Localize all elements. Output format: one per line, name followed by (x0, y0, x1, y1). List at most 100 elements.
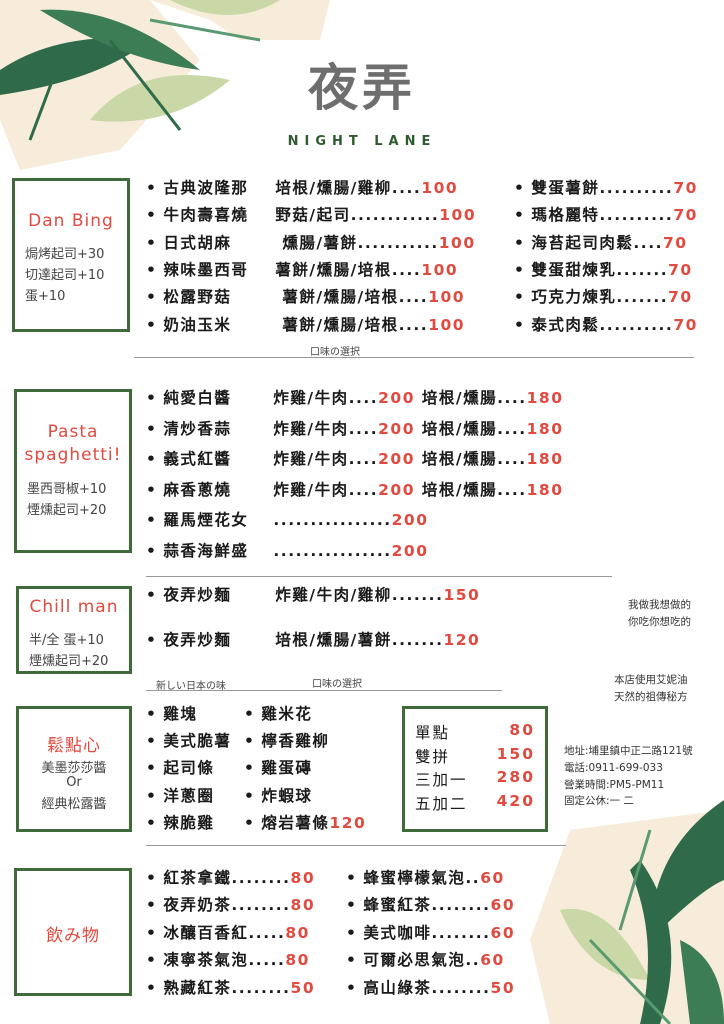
item-name: 巧克力煉乳....... (531, 288, 669, 307)
bullet-icon: • (146, 480, 158, 499)
combo-price: 420 (496, 791, 535, 810)
item-name: 洋蔥圈 (163, 786, 215, 805)
combo-price: 150 (496, 744, 535, 763)
menu-item: • 麻香蔥燒 炸雞/牛肉....200 培根/燻腸....180 (146, 478, 563, 500)
item-options: 培根/燻腸.... (421, 450, 527, 469)
section-divider (146, 576, 612, 577)
address: 地址:埔里鎮中正二路121號 (564, 745, 693, 757)
item-dots: ................ (273, 541, 392, 560)
snack-item: • 辣脆雞 (146, 811, 214, 833)
item-price: 200 (378, 389, 415, 407)
phone: 電話:0911-699-033 (564, 761, 663, 774)
item-name: 雞米花 (261, 705, 313, 723)
item-options: 薯餅/燻腸/培根.... (275, 288, 429, 307)
item-options: 炸雞/牛肉.... (273, 389, 379, 407)
item-price: 180 (526, 480, 564, 499)
dan-bing-addon: 蛋+10 (25, 289, 66, 304)
snack-item: • 雞塊 (146, 702, 197, 724)
oil-note: 本店使用艾妮油 天然的祖傳秘方 (614, 672, 688, 706)
item-name: 可爾必思氣泡.. (363, 951, 481, 970)
item-price: 120 (329, 813, 367, 832)
oil-note-line: 本店使用艾妮油 (614, 674, 688, 686)
item-name: 辣味墨西哥 (163, 260, 249, 279)
item-price: 70 (668, 288, 693, 307)
item-price: 200 (378, 450, 415, 469)
item-price: 100 (428, 315, 466, 334)
item-name: 麻香蔥燒 (163, 480, 232, 499)
item-price: 70 (673, 315, 698, 334)
combo-label: 五加二 (415, 794, 468, 813)
snack-item: • 洋蔥圈 (146, 784, 214, 806)
item-name: 日式胡麻 (163, 233, 232, 252)
bullet-icon: • (346, 869, 358, 887)
bullet-icon: • (346, 923, 358, 942)
slogan-line: 我做我想做的 (628, 599, 691, 611)
bullet-icon: • (244, 813, 256, 832)
bullet-icon: • (146, 732, 158, 751)
menu-item: • 奶油玉米 薯餅/燻腸/培根....100 (146, 313, 465, 335)
item-price: 60 (490, 923, 516, 942)
snack-sauce: 美墨莎莎醬 (41, 761, 107, 776)
item-name: 熟藏紅茶........ (163, 978, 291, 997)
menu-item: • 巧克力煉乳.......70 (514, 285, 693, 307)
snack-item: • 起司條 (146, 756, 214, 778)
bullet-icon: • (146, 896, 158, 915)
drink-item: • 可爾必思氣泡..60 (346, 948, 505, 970)
pasta-box: Pasta spaghetti! 墨西哥椒+10 煙燻起司+20 (14, 389, 132, 553)
bullet-icon: • (514, 288, 526, 307)
item-options: 炸雞/牛肉.... (273, 419, 379, 438)
bullet-icon: • (146, 978, 158, 997)
item-options: 薯餅/燻腸/培根.... (275, 315, 429, 334)
item-name: 奶油玉米 (163, 315, 232, 334)
leaf-decoration-bottom (530, 800, 724, 1024)
combo-price-box: 單點 80 雙拼 150 三加一 280 五加二 420 (402, 706, 548, 832)
bullet-icon: • (146, 315, 158, 334)
item-name: 蜂蜜紅茶........ (363, 896, 491, 915)
menu-item: • 清炒香蒜 炸雞/牛肉....200 培根/燻腸....180 (146, 417, 563, 439)
snack-item: • 熔岩薯條120 (244, 811, 366, 833)
item-price: 60 (480, 869, 505, 887)
bullet-icon: • (146, 179, 158, 197)
chill-title: Chill man (29, 597, 119, 617)
item-name: 松露野菇 (163, 288, 232, 307)
menu-item: • 海苔起司肉鬆....70 (514, 231, 688, 253)
item-name: 辣脆雞 (163, 813, 215, 832)
item-options: 燻腸/薯餅........... (275, 233, 439, 252)
item-price: 80 (285, 951, 310, 970)
item-options: 培根/燻腸.... (421, 480, 527, 499)
combo-label: 單點 (415, 724, 451, 742)
item-name: 雞塊 (163, 705, 198, 723)
item-name: 雙蛋甜煉乳....... (531, 260, 669, 279)
snack-item: • 炸蝦球 (244, 784, 312, 806)
item-price: 200 (378, 480, 415, 499)
item-price: 100 (439, 206, 477, 225)
menu-item: • 松露野菇 薯餅/燻腸/培根....100 (146, 285, 465, 307)
item-price: 50 (290, 978, 316, 997)
menu-item: • 義式紅醬 炸雞/牛肉....200 培根/燻腸....180 (146, 447, 563, 469)
item-price: 70 (673, 206, 698, 225)
item-price: 70 (668, 260, 693, 279)
item-options: 薯餅/燻腸/培根.... (275, 260, 422, 279)
drink-item: • 冰釀百香紅.....80 (146, 921, 310, 943)
snack-sauce: 經典松露醬 (41, 797, 107, 812)
leaf-decoration-top (0, 0, 330, 170)
pasta-addon: 墨西哥椒+10 (27, 482, 107, 497)
closed-days: 固定公休:一 二 (564, 795, 634, 808)
item-name: 蜂蜜檸檬氣泡.. (363, 869, 481, 887)
drink-item: • 熟藏紅茶........50 (146, 976, 315, 998)
drink-item: • 紅茶拿鐵........80 (146, 866, 315, 888)
item-price: 100 (438, 233, 476, 252)
bullet-icon: • (146, 759, 158, 778)
item-price: 100 (421, 260, 459, 279)
hours: 營業時間:PM5-PM11 (564, 778, 665, 791)
bullet-icon: • (514, 315, 526, 334)
bullet-icon: • (146, 786, 158, 805)
item-price: 200 (391, 541, 429, 560)
store-info: 地址:埔里鎮中正二路121號 電話:0911-699-033 營業時間:PM5-… (564, 743, 693, 810)
drinks-title: 飲み物 (46, 926, 100, 946)
bullet-icon: • (346, 978, 358, 997)
combo-price: 80 (509, 721, 535, 739)
bullet-icon: • (244, 705, 256, 723)
bullet-icon: • (146, 951, 158, 970)
item-price: 180 (526, 419, 564, 438)
